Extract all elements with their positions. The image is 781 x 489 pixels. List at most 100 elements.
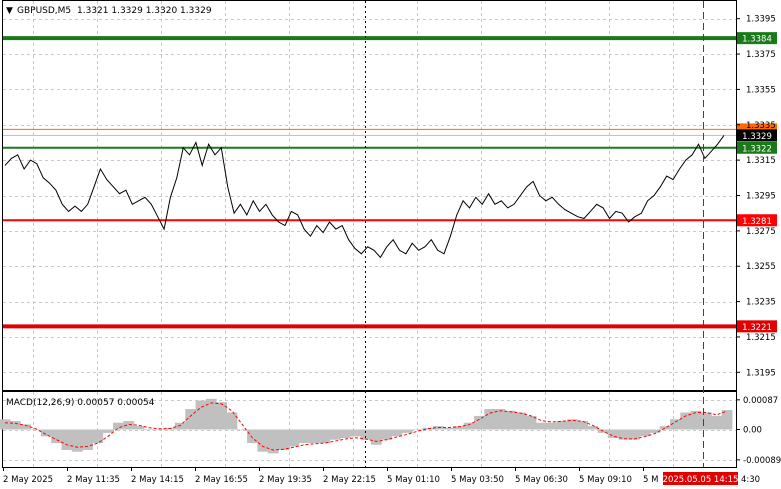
macd-hist-bar — [267, 429, 279, 454]
macd-hist-bar — [82, 429, 93, 450]
macd-hist-bar — [556, 421, 568, 430]
time-label: 2 May 22:15 — [323, 475, 376, 485]
price-axis: 1.3384 1.3329 1.3322 1.3281 1.3221 1.3395 1.33… — [736, 15, 777, 378]
level-price-label: 1.3322 — [742, 144, 772, 154]
macd-hist-bar — [628, 429, 640, 440]
macd-hist-bar — [102, 429, 114, 433]
macd-hist-bar — [226, 412, 238, 430]
macd-hist-bar — [505, 410, 516, 430]
macd-hist-bar — [659, 426, 671, 430]
macd-label: MACD(12,26,9) 0.00057 0.00054 — [6, 398, 155, 408]
macd-hist-bar — [340, 429, 351, 438]
macd-hist-bar — [721, 410, 733, 430]
macd-hist-bar — [288, 429, 300, 447]
macd-hist-bar — [680, 412, 692, 430]
price-line — [4, 135, 725, 259]
macd-hist-bar — [9, 421, 21, 430]
macd-hist-bar — [236, 429, 248, 430]
macd-hist-bar — [453, 426, 465, 430]
price-tick-label: 1.3375 — [746, 50, 776, 60]
macd-hist-bar — [701, 412, 712, 430]
macd-hist-bar — [370, 429, 382, 445]
macd-hist-bar — [391, 429, 403, 437]
macd-hist-bar — [484, 409, 496, 430]
level-price-tag — [737, 32, 777, 45]
macd-hist-bar — [515, 412, 527, 430]
macd-hist-bar — [711, 415, 723, 430]
price-series — [4, 135, 725, 259]
macd-hist-bar — [61, 429, 73, 450]
time-label: 2 May 16:55 — [195, 475, 248, 485]
time-label-tail: 4:30 — [741, 475, 760, 485]
macd-hist-bar — [360, 429, 372, 440]
macd-hist-bar — [144, 429, 155, 430]
price-tick-label: 1.3355 — [746, 85, 776, 95]
macd-hist-bar — [639, 429, 650, 437]
chart-frame — [2, 0, 737, 391]
macd-hist-bar — [247, 429, 258, 444]
macd-hist-bar — [381, 429, 392, 440]
macd-hist-bar — [443, 427, 454, 430]
macd-hist-bar — [195, 400, 207, 430]
macd-hist-bar — [494, 409, 506, 430]
time-label: 2 May 2025 — [3, 475, 53, 485]
macd-hist-bar — [422, 427, 434, 430]
macd-hist-bar — [690, 410, 702, 430]
macd-hist-bar — [298, 429, 310, 444]
macd-hist-bar — [474, 415, 485, 430]
macd-hist-bar — [566, 419, 578, 430]
price-tick-label: 1.3295 — [746, 192, 776, 202]
macd-hist-bar — [309, 429, 320, 444]
time-label: 5 M — [643, 475, 658, 485]
macd-tick-label: 0.00087 — [743, 396, 778, 406]
level-price-tag — [737, 141, 777, 154]
price-tick-label: 1.3275 — [746, 227, 776, 237]
time-label: 2 May 14:15 — [131, 475, 184, 485]
macd-hist-bar — [618, 429, 630, 440]
macd-hist-bar — [185, 409, 197, 430]
macd-hist-bar — [30, 429, 42, 430]
level-price-tag — [737, 320, 777, 333]
cursor-time-tag — [663, 472, 738, 485]
macd-signal-line — [4, 402, 728, 451]
price-tick-label: 1.3255 — [746, 262, 776, 272]
time-axis: 2 May 2025 2 May 11:35 2 May 14:15 2 May 16… — [3, 467, 760, 485]
macd-hist-bar — [401, 429, 413, 433]
macd-series — [0, 398, 733, 454]
price-tick-label: 1.3335 — [746, 121, 776, 131]
time-label: 5 May 03:50 — [451, 475, 504, 485]
ohlc-values: 1.3321 1.3329 1.3320 1.3329 — [77, 6, 212, 16]
collapse-triangle-icon[interactable]: ▼ — [6, 6, 13, 16]
price-tick-label: 1.3395 — [746, 15, 776, 25]
macd-hist-bar — [257, 429, 269, 452]
macd-hist-bar — [113, 422, 124, 430]
macd-hist-bar — [649, 429, 661, 433]
macd-hist-bar — [216, 402, 227, 430]
macd-hist-bar — [92, 429, 104, 444]
macd-hist-bar — [123, 421, 135, 430]
level-price-label: 1.3281 — [742, 217, 772, 227]
macd-hist-bar — [463, 422, 475, 430]
cursor-time-label: 2025.05.05 14:15 — [663, 475, 739, 485]
macd-hist-bar — [205, 398, 217, 430]
macd-tick-label: -0.00089 — [743, 456, 781, 466]
macd-hist-bar — [546, 422, 558, 430]
time-label: 2 May 19:35 — [259, 475, 312, 485]
symbol-label: GBPUSD,M5 — [17, 6, 71, 16]
macd-hist-bar — [670, 419, 681, 430]
macd-hist-bar — [20, 424, 31, 430]
macd-hist-bar — [577, 421, 588, 430]
macd-hist-bar — [350, 429, 362, 437]
price-tick-label: 1.3235 — [746, 298, 776, 308]
macd-hist-bar — [608, 429, 619, 438]
level-price-label: 1.3384 — [742, 35, 772, 45]
level-lines[interactable] — [3, 36, 736, 329]
macd-axis: 0.00087 0.00 -0.00089 — [736, 396, 781, 466]
time-label: 5 May 09:10 — [579, 475, 632, 485]
macd-hist-bar — [51, 429, 62, 444]
macd-hist-bar — [535, 422, 547, 430]
price-tick-label: 1.3315 — [746, 156, 776, 166]
macd-hist-bar — [319, 429, 331, 444]
macd-hist-bar — [587, 426, 599, 430]
